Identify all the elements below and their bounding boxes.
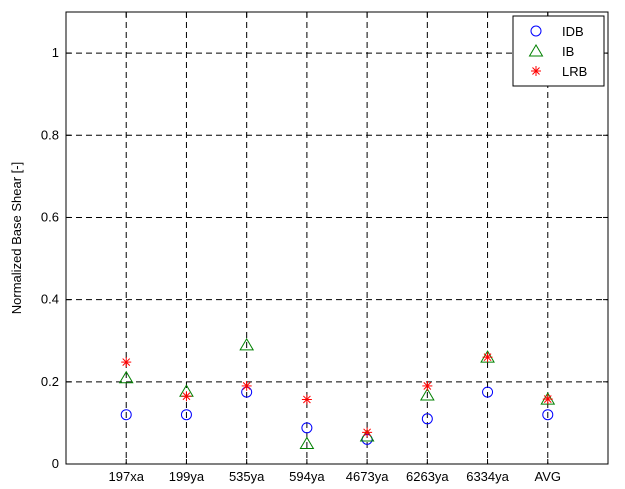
- lrb-point: [301, 394, 312, 405]
- idb-point: [180, 409, 192, 421]
- x-tick-label: 535ya: [229, 469, 265, 484]
- lrb-point: [181, 391, 192, 402]
- idb-point: [542, 409, 554, 421]
- ib-point: [118, 370, 134, 384]
- legend-label-idb: IDB: [562, 24, 584, 39]
- ib-point: [419, 387, 435, 401]
- y-axis: 0 0.2 0.4 0.6 0.8 1: [41, 45, 608, 471]
- lrb-point: [362, 427, 373, 438]
- y-tick-label: 0.4: [41, 292, 59, 307]
- x-tick-label: 4673ya: [346, 469, 389, 484]
- y-tick-label: 0.6: [41, 209, 59, 224]
- x-tick-label: 594ya: [289, 469, 325, 484]
- idb-point: [482, 386, 494, 398]
- lrb-point: [482, 352, 493, 363]
- x-tick-label: 197xa: [109, 469, 145, 484]
- legend-marker-idb: [530, 25, 542, 37]
- x-tick-label: 199ya: [169, 469, 205, 484]
- legend-marker-ib: [528, 44, 544, 57]
- lrb-point: [121, 357, 132, 368]
- lrb-point: [542, 394, 553, 405]
- grid: [66, 12, 608, 464]
- legend-label-ib: IB: [562, 44, 574, 59]
- ib-point: [239, 337, 255, 351]
- legend-box: [512, 15, 605, 87]
- data-points: [118, 337, 556, 449]
- legend-marker-lrb: [531, 66, 541, 76]
- y-tick-label: 0.8: [41, 127, 59, 142]
- idb-point: [120, 409, 132, 421]
- legend-label-lrb: LRB: [562, 64, 587, 79]
- y-axis-label: Normalized Base Shear [-]: [9, 162, 24, 314]
- x-tick-label: AVG: [535, 469, 562, 484]
- y-tick-label: 0: [52, 456, 59, 471]
- x-tick-label: 6334ya: [466, 469, 509, 484]
- plot-frame: [65, 11, 609, 465]
- idb-point: [301, 422, 313, 434]
- y-tick-label: 1: [52, 45, 59, 60]
- plot-area: [66, 12, 608, 464]
- x-axis: 197xa 199ya 535ya 594ya 4673ya 6263ya 6334ya AV…: [109, 12, 562, 484]
- lrb-point: [241, 380, 252, 391]
- idb-point: [421, 413, 433, 425]
- ib-point: [299, 436, 315, 449]
- x-tick-label: 6263ya: [406, 469, 449, 484]
- lrb-point: [422, 380, 433, 391]
- legend: IDB IB LRB: [512, 15, 605, 87]
- y-tick-label: 0.2: [41, 374, 59, 389]
